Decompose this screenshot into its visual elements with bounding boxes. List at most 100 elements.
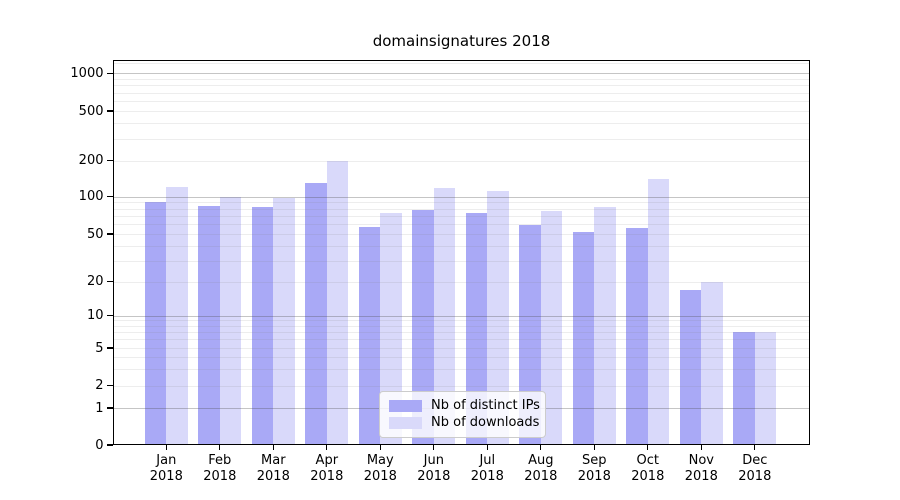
minor-gridline <box>113 281 810 283</box>
x-tick-mark <box>326 445 328 450</box>
bar-oct-downloads <box>647 179 670 445</box>
x-tick-mark <box>754 445 756 450</box>
bar-mar-downloads <box>273 198 295 445</box>
x-tick-mark <box>540 445 542 450</box>
x-tick-label: Jul 2018 <box>470 453 504 484</box>
legend-label-distinct-ips: Nb of distinct IPs <box>431 398 540 413</box>
bar-aug-downloads <box>540 210 563 445</box>
major-gridline <box>113 315 810 317</box>
bar-sep-downloads <box>594 206 616 445</box>
bar-jul-distinct-ips <box>465 212 488 445</box>
y-tick-mark <box>107 407 113 409</box>
x-tick-mark <box>165 445 167 450</box>
x-tick-label: May 2018 <box>363 453 397 484</box>
y-tick-label: 10 <box>86 308 104 323</box>
y-tick-label: 20 <box>86 274 104 290</box>
x-tick-mark <box>486 445 488 450</box>
legend-label-downloads: Nb of downloads <box>431 415 540 430</box>
minor-gridline <box>113 215 810 217</box>
x-tick-label: Dec 2018 <box>738 453 772 484</box>
minor-gridline <box>113 63 810 65</box>
bar-jul-downloads <box>487 190 509 445</box>
bar-feb-distinct-ips <box>198 206 220 445</box>
x-tick-mark <box>647 445 649 450</box>
bar-oct-distinct-ips <box>626 227 648 445</box>
bar-jun-distinct-ips <box>412 210 434 445</box>
x-tick-mark <box>433 445 435 450</box>
y-tick-label: 500 <box>78 103 104 119</box>
y-tick-mark <box>107 314 113 317</box>
x-tick-label: Jan 2018 <box>149 453 183 484</box>
minor-gridline <box>113 111 810 112</box>
x-tick-mark <box>219 445 221 450</box>
minor-gridline <box>113 92 810 94</box>
y-tick-mark <box>107 281 113 283</box>
minor-gridline <box>113 325 810 327</box>
y-tick-mark <box>107 347 113 349</box>
minor-gridline <box>113 320 810 322</box>
bar-may-downloads <box>380 212 402 445</box>
x-tick-mark <box>700 445 702 450</box>
y-tick-label: 2 <box>95 378 104 393</box>
bar-nov-distinct-ips <box>679 289 702 445</box>
legend: Nb of distinct IPs Nb of downloads <box>379 391 546 438</box>
bar-may-distinct-ips <box>358 226 381 445</box>
minor-gridline <box>113 332 810 334</box>
legend-swatch-distinct-ips <box>389 399 422 412</box>
bar-apr-downloads <box>326 161 349 445</box>
x-tick-mark <box>379 445 381 450</box>
minor-gridline <box>113 202 810 204</box>
minor-gridline <box>113 234 810 235</box>
legend-item-distinct-ips: Nb of distinct IPs <box>389 397 540 414</box>
bar-nov-downloads <box>701 281 723 445</box>
bar-mar-distinct-ips <box>251 207 274 445</box>
bar-dec-downloads <box>754 332 777 445</box>
minor-gridline <box>113 368 810 370</box>
y-tick-label: 100 <box>78 189 104 205</box>
x-tick-label: Mar 2018 <box>256 453 290 484</box>
legend-item-downloads: Nb of downloads <box>389 414 540 431</box>
minor-gridline <box>113 339 810 341</box>
y-tick-mark <box>107 233 113 235</box>
x-tick-label: Sep 2018 <box>577 453 611 484</box>
major-gridline <box>113 73 810 75</box>
bar-jan-distinct-ips <box>144 202 167 445</box>
x-tick-label: Apr 2018 <box>310 453 344 484</box>
y-tick-mark <box>107 196 113 198</box>
bar-aug-distinct-ips <box>519 225 541 445</box>
bar-dec-distinct-ips <box>733 332 755 445</box>
bar-feb-downloads <box>219 196 242 445</box>
y-tick-label: 1000 <box>70 65 104 81</box>
bar-sep-distinct-ips <box>572 231 595 445</box>
minor-gridline <box>113 123 810 125</box>
x-tick-label: Jun 2018 <box>417 453 451 484</box>
y-tick-label: 1 <box>95 400 104 416</box>
minor-gridline <box>113 224 810 226</box>
y-tick-mark <box>107 72 113 74</box>
x-tick-mark <box>272 445 274 450</box>
minor-gridline <box>113 260 810 262</box>
chart-title: domainsignatures 2018 <box>372 32 551 50</box>
minor-gridline <box>113 101 810 103</box>
bar-jan-downloads <box>166 187 188 445</box>
y-tick-label: 5 <box>95 340 104 356</box>
bar-jun-downloads <box>433 187 456 445</box>
x-tick-label: Aug 2018 <box>524 453 558 484</box>
minor-gridline <box>113 357 810 359</box>
major-gridline <box>113 196 810 198</box>
minor-gridline <box>113 85 810 87</box>
minor-gridline <box>113 245 810 247</box>
minor-gridline <box>113 79 810 81</box>
y-tick-label: 0 <box>95 437 104 453</box>
x-tick-label: Oct 2018 <box>631 453 665 484</box>
minor-gridline <box>113 385 810 387</box>
x-tick-label: Nov 2018 <box>684 453 718 484</box>
y-tick-mark <box>107 444 113 446</box>
y-tick-mark <box>107 160 113 162</box>
bar-apr-distinct-ips <box>305 183 327 445</box>
x-tick-mark <box>593 445 595 450</box>
